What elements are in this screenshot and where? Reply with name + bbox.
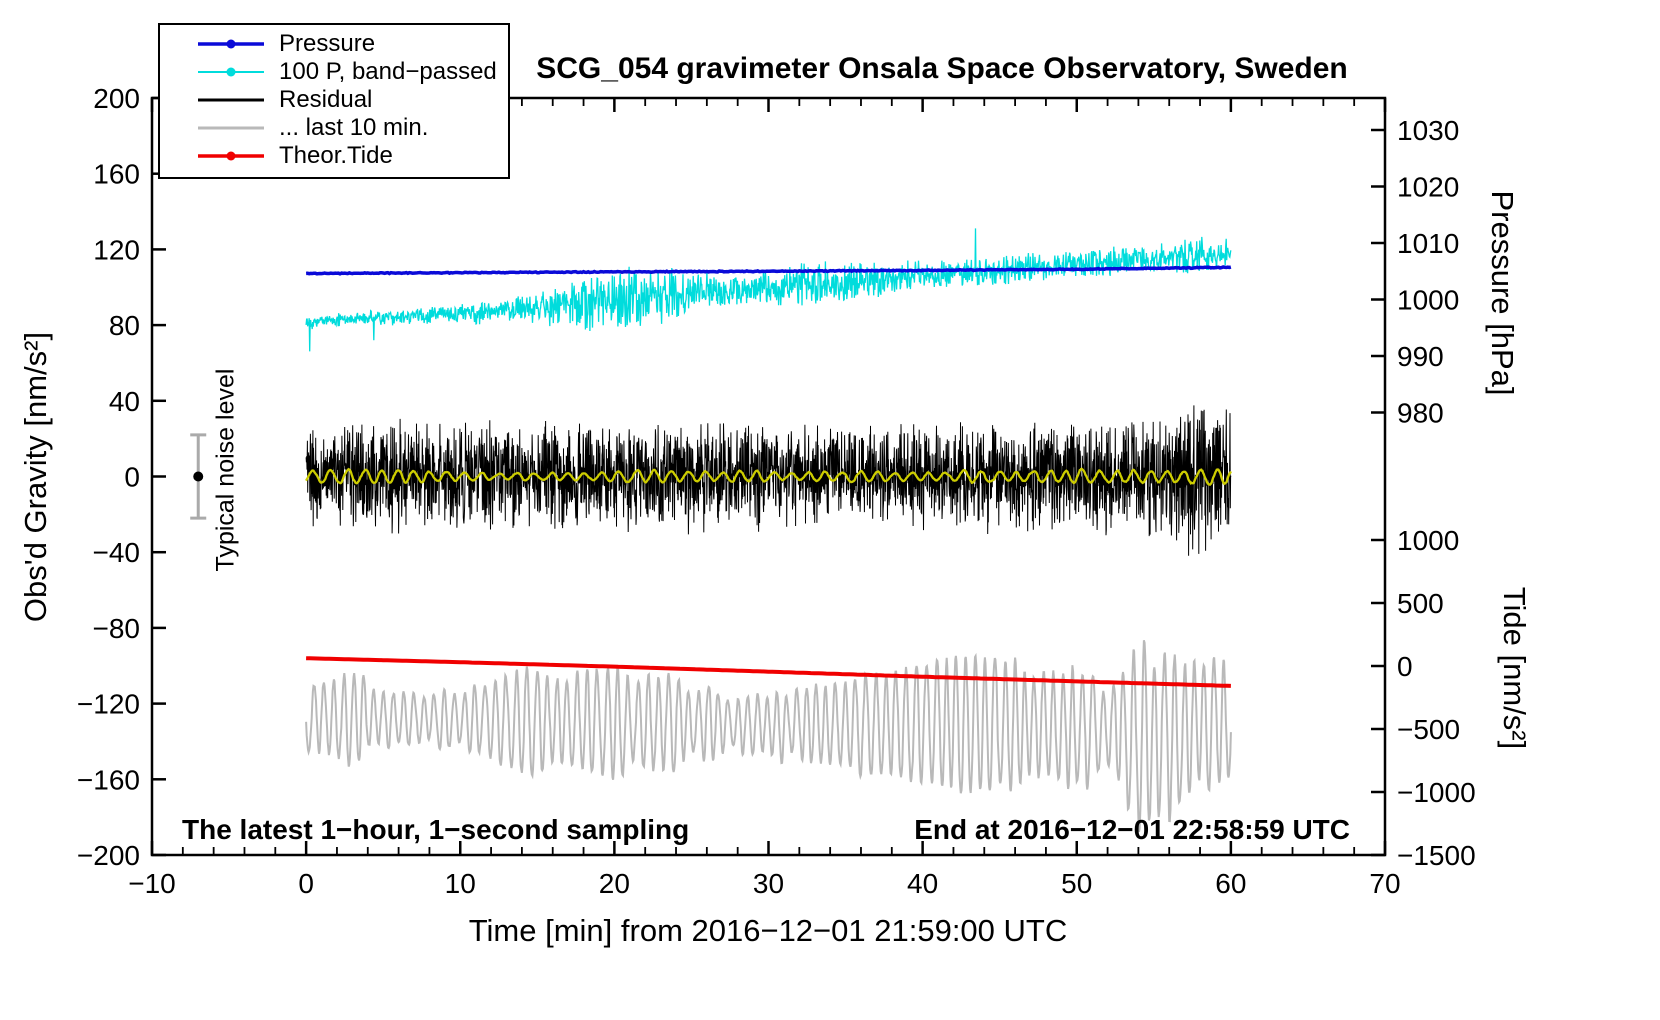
gravity-tick-label: −160 <box>77 764 140 795</box>
legend-label: Theor.Tide <box>279 142 393 169</box>
pressure-tick-label: 1020 <box>1397 172 1459 203</box>
x-tick-label: 10 <box>445 868 476 899</box>
gravity-tick-label: 0 <box>124 462 140 493</box>
gravity-tick-label: 120 <box>93 234 140 265</box>
x-tick-label: 0 <box>298 868 314 899</box>
pressure-tick-label: 1030 <box>1397 115 1459 146</box>
x-tick-label: 50 <box>1061 868 1092 899</box>
tide-tick-label: −1000 <box>1397 777 1476 808</box>
x-tick-label: 30 <box>753 868 784 899</box>
noise-level-marker <box>190 433 207 520</box>
sampling-annotation: The latest 1−hour, 1−second sampling <box>182 814 690 845</box>
tide-tick-label: −500 <box>1397 714 1460 745</box>
legend-label: Pressure <box>279 30 376 57</box>
legend-label: 100 P, band−passed <box>279 58 497 85</box>
pressure-tick-label: 980 <box>1397 398 1444 429</box>
tide-tick-label: 500 <box>1397 588 1444 619</box>
noise-marker-dot <box>193 471 204 482</box>
x-tick-label: 70 <box>1369 868 1400 899</box>
x-tick-label: 20 <box>599 868 630 899</box>
gravity-tick-label: 80 <box>109 310 140 341</box>
chart-title: SCG_054 gravimeter Onsala Space Observat… <box>536 52 1348 85</box>
legend-swatch-icon <box>198 98 264 102</box>
legend-label: ... last 10 min. <box>279 114 429 141</box>
gravity-tick-label: −120 <box>77 689 140 720</box>
series-layer <box>305 228 1232 833</box>
legend: Pressure 100 P, band−passed Residual... la… <box>158 23 510 179</box>
gravity-axis-label: Obs'd Gravity [nm/s²] <box>18 331 53 623</box>
series-pressure <box>305 265 1232 276</box>
gravity-tick-label: 160 <box>93 159 140 190</box>
x-tick-label: −10 <box>128 868 176 899</box>
pressure-axis-label: Pressure [hPa] <box>1485 190 1520 396</box>
gravity-tick-label: −80 <box>93 613 141 644</box>
legend-swatch-icon <box>198 39 264 49</box>
gravity-tick-label: −40 <box>93 537 141 568</box>
noise-level-label: Typical noise level <box>211 368 240 572</box>
legend-item-1: 100 P, band−passed <box>160 58 508 86</box>
x-axis-label: Time [min] from 2016−12−01 21:59:00 UTC <box>468 913 1068 948</box>
pressure-tick-label: 990 <box>1397 341 1444 372</box>
series-theor_tide <box>306 656 1231 688</box>
legend-label: Residual <box>279 86 373 113</box>
tide-tick-label: 1000 <box>1397 525 1459 556</box>
legend-item-2: Residual <box>160 86 508 114</box>
legend-swatch-icon <box>198 126 264 130</box>
legend-item-0: Pressure <box>160 30 508 58</box>
tide-tick-label: 0 <box>1397 651 1413 682</box>
legend-item-4: Theor.Tide <box>160 142 508 170</box>
gravity-tick-label: 40 <box>109 386 140 417</box>
legend-swatch-icon <box>198 67 264 77</box>
x-tick-label: 40 <box>907 868 938 899</box>
legend-swatch-icon <box>198 151 264 161</box>
series-residual_band_passed_overlay <box>305 467 1232 487</box>
tide-axis-label: Tide [nm/s²] <box>1497 586 1532 750</box>
series-residual_last_10_min <box>305 640 1232 833</box>
gravity-tick-label: −200 <box>77 840 140 871</box>
end-time-annotation: End at 2016−12−01 22:58:59 UTC <box>914 814 1350 845</box>
pressure-tick-label: 1000 <box>1397 285 1459 316</box>
gravity-tick-label: 200 <box>93 83 140 114</box>
pressure-tick-label: 1010 <box>1397 228 1459 259</box>
series-band_passed_pressure <box>305 228 1232 352</box>
tide-tick-label: −1500 <box>1397 840 1476 871</box>
x-tick-label: 60 <box>1215 868 1246 899</box>
legend-item-3: ... last 10 min. <box>160 114 508 142</box>
